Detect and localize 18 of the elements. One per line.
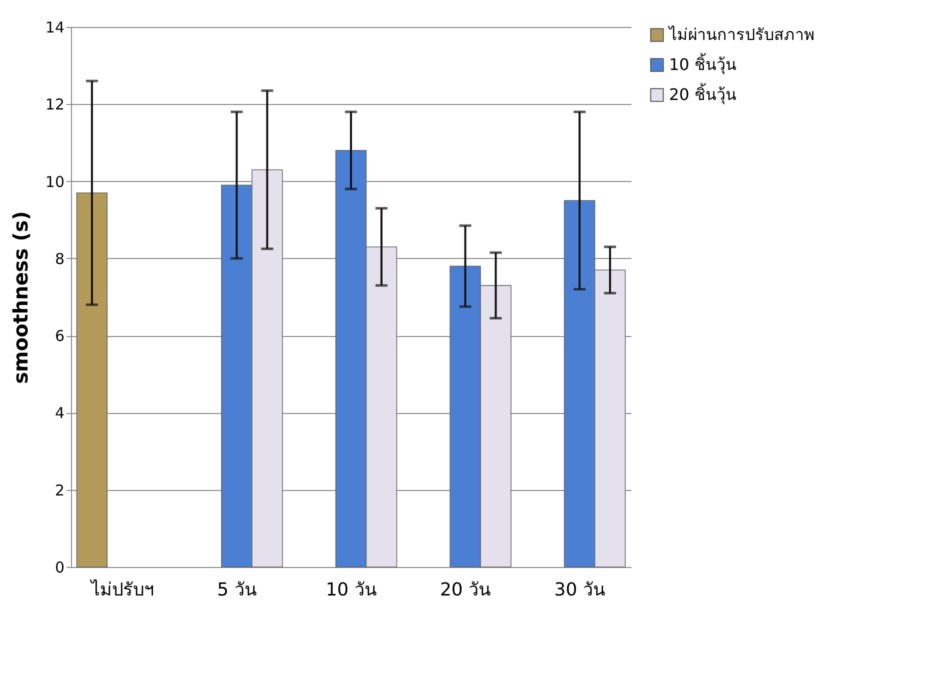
x-tick-label: 10 วัน bbox=[326, 580, 376, 600]
y-axis-title: smoothness (s) bbox=[8, 211, 32, 384]
x-tick-label: 5 วัน bbox=[217, 580, 256, 600]
y-tick-label: 2 bbox=[54, 481, 64, 500]
legend-label: 10 ชิ้นวุ้น bbox=[669, 53, 736, 75]
legend-label: 20 ชิ้นวุ้น bbox=[669, 83, 736, 105]
x-tick-label: 20 วัน bbox=[440, 580, 491, 600]
y-tick-label: 6 bbox=[54, 327, 64, 346]
bar bbox=[76, 192, 108, 568]
y-tick-label: 10 bbox=[45, 172, 64, 191]
y-tick-label: 4 bbox=[54, 404, 64, 422]
y-tick-label: 12 bbox=[45, 96, 64, 114]
x-tick-label: ไม่ปรับฯ bbox=[88, 578, 154, 600]
legend-label: ไม่ผ่านการปรับสภาพ bbox=[667, 25, 815, 44]
y-tick-label: 14 bbox=[45, 18, 64, 36]
y-tick-label: 8 bbox=[54, 250, 64, 268]
x-tick-label: 30 วัน bbox=[554, 580, 605, 600]
y-tick-label: 0 bbox=[54, 558, 64, 576]
